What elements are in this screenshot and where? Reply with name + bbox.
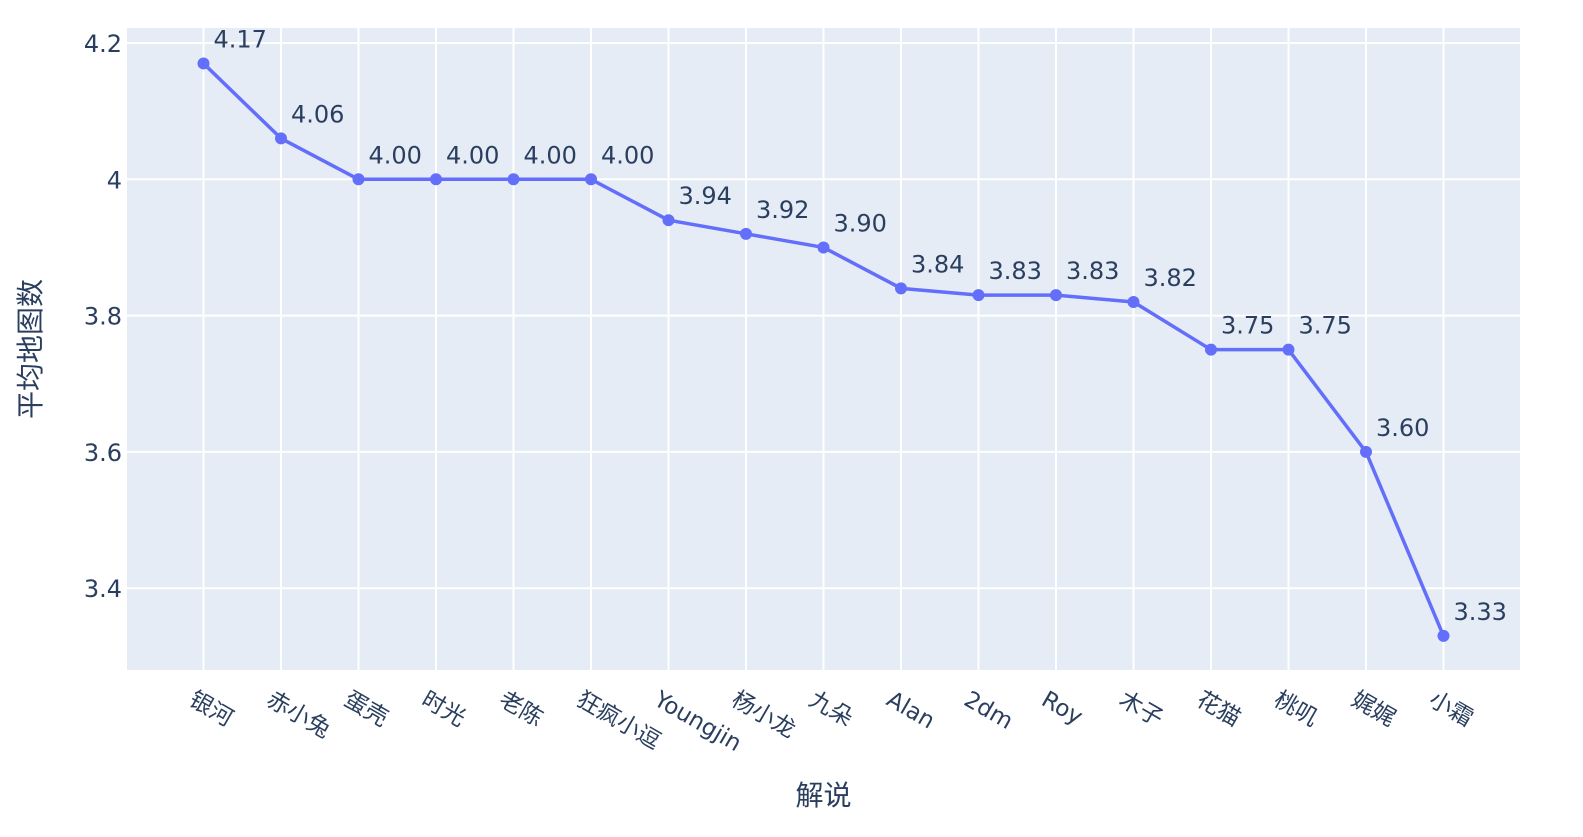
x-tick-label: 蛋壳 [340,687,393,733]
x-tick-label: Roy [1037,687,1087,731]
x-tick-label: 花猫 [1192,687,1245,733]
data-label: 3.75 [1221,312,1274,340]
data-label: 3.84 [911,250,964,278]
data-point [1360,445,1372,458]
series-layer [197,57,1450,642]
data-point [972,289,985,302]
x-tick-label: 桃叽 [1270,687,1323,733]
y-axis-title: 平均地图数 [14,279,47,419]
x-tick-label: 2dm [960,687,1018,735]
data-label: 4.00 [524,141,577,169]
x-tick-label: 狂疯小逗 [572,687,665,756]
data-label: 3.90 [834,209,887,237]
data-point [352,173,365,186]
data-point [585,173,597,186]
x-gridlines [202,28,1445,670]
data-point [895,282,907,295]
data-point [197,57,210,70]
x-axis-title: 解说 [795,779,851,812]
data-label: 3.75 [1299,312,1352,340]
data-label: 4.00 [601,141,654,169]
y-tick-label: 4.2 [84,30,122,58]
data-label: 3.83 [1066,257,1119,285]
y-tick-label: 3.6 [84,439,122,467]
data-point [662,214,675,227]
data-label: 3.94 [679,182,732,210]
y-tick-label: 3.8 [84,303,122,331]
data-point [740,227,752,240]
data-point [1282,343,1295,356]
data-point [275,132,287,145]
data-point [1437,629,1450,642]
x-tick-label: Youngjin [649,686,746,757]
data-label: 3.82 [1144,264,1197,292]
x-tick-label: 时光 [417,687,470,733]
x-tick-label: 小霜 [1425,687,1478,733]
x-tick-label: 娓娓 [1347,687,1400,733]
data-label: 4.00 [446,141,499,169]
x-tick-label: Alan [882,687,939,735]
data-point [430,173,442,186]
data-label: 3.33 [1454,598,1507,626]
data-label: 3.83 [989,257,1042,285]
x-tick-label: 九朵 [805,687,858,733]
x-tick-label: 木子 [1115,687,1168,733]
data-point [1205,343,1217,356]
data-point [507,173,520,186]
x-tick-label: 老陈 [495,687,548,733]
data-label: 4.06 [291,100,344,128]
y-tick-label: 4 [107,166,122,194]
data-label: 3.60 [1376,414,1429,442]
data-label: 4.17 [214,25,267,53]
data-point [817,241,830,254]
y-tick-label: 3.4 [84,575,122,603]
x-tick-label: 银河 [185,687,238,733]
data-label: 4.00 [369,141,422,169]
x-tick-label: 赤小兔 [262,687,335,744]
y-axis-ticks: 3.4 3.6 3.8 4 4.2 [84,30,122,603]
data-labels: 4.17 4.06 4.00 4.00 4.00 4.00 3.94 3.92 3.90 3.84… [214,25,1507,625]
data-point [1050,289,1062,302]
data-point [1127,295,1140,308]
data-label: 3.92 [756,196,809,224]
